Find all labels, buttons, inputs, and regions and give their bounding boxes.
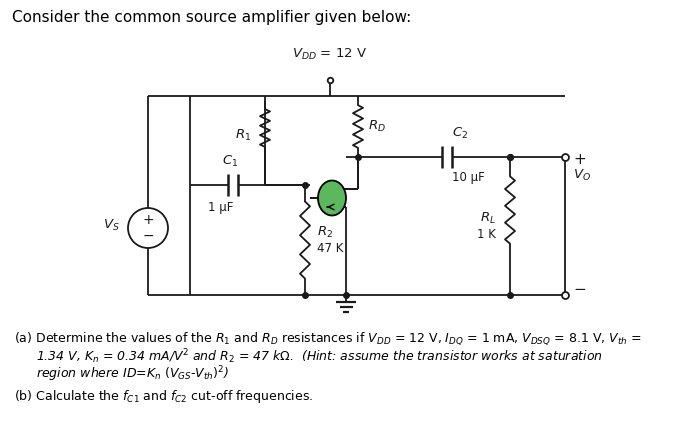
Text: $V_O$: $V_O$ (573, 168, 591, 183)
Text: 1 μF: 1 μF (209, 201, 234, 214)
Text: (b) Calculate the $f_{C1}$ and $f_{C2}$ cut-off frequencies.: (b) Calculate the $f_{C1}$ and $f_{C2}$ … (14, 388, 314, 405)
Text: 47 K: 47 K (317, 242, 344, 255)
Text: +: + (142, 213, 154, 227)
Text: 10 μF: 10 μF (452, 171, 484, 184)
Text: (a) Determine the values of the $R_1$ and $R_D$ resistances if $V_{DD}$ = 12 V, : (a) Determine the values of the $R_1$ an… (14, 330, 642, 347)
Text: $C_2$: $C_2$ (452, 126, 468, 141)
Ellipse shape (318, 181, 346, 216)
Text: −: − (142, 229, 154, 243)
Text: Consider the common source amplifier given below:: Consider the common source amplifier giv… (12, 10, 412, 25)
Text: 1 K: 1 K (477, 227, 496, 240)
Text: $R_1$: $R_1$ (234, 128, 251, 143)
Text: $R_L$: $R_L$ (480, 210, 496, 226)
Text: −: − (573, 282, 586, 297)
Text: $R_D$: $R_D$ (368, 119, 386, 134)
Text: $C_1$: $C_1$ (222, 154, 238, 169)
Text: region where $ID$=$K_n$ $(V_{GS}$-$V_{th})^2$): region where $ID$=$K_n$ $(V_{GS}$-$V_{th… (36, 364, 230, 384)
Text: $V_{DD}$ = 12 V: $V_{DD}$ = 12 V (293, 47, 368, 62)
Text: +: + (573, 152, 586, 167)
Text: $V_S$: $V_S$ (104, 217, 120, 233)
Text: $R_2$: $R_2$ (317, 224, 333, 239)
Text: 1.34 V, $K_n$ = 0.34 mA/V$^2$ and $R_2$ = 47 k$\Omega$.  (Hint: assume the trans: 1.34 V, $K_n$ = 0.34 mA/V$^2$ and $R_2$ … (36, 347, 603, 366)
